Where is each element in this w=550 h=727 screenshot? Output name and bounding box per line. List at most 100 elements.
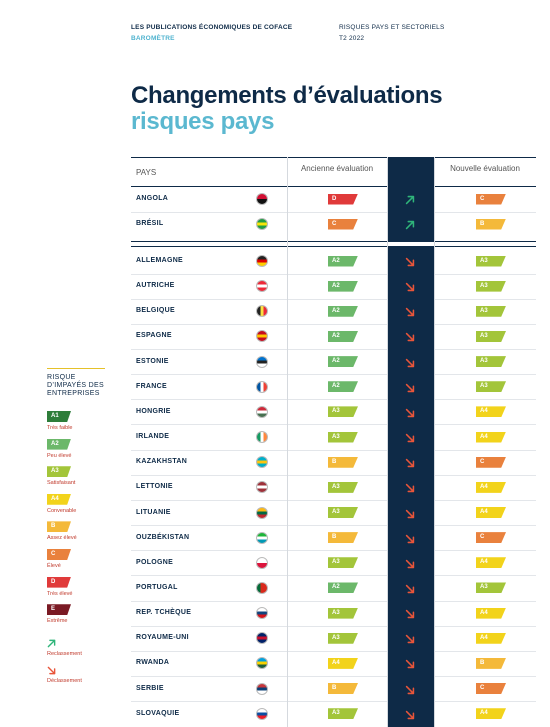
old-rating: A2 [328,255,358,267]
country: ESPAGNE [136,332,172,340]
row-rule [434,550,536,552]
new-rating: A3 [476,280,506,292]
old-rating: A2 [328,582,358,594]
arrow-icon [405,534,415,543]
downgrade-label: Déclassement [47,678,82,684]
downgrade-arrow [404,557,416,569]
arrow-icon [405,257,415,267]
upgrade-label: Reclassement [47,651,82,657]
new-rating: A4 [476,632,506,644]
row-rule [434,424,536,426]
old-rating: B [328,683,358,695]
old-rating: A3 [328,632,358,644]
row-rule [131,625,387,627]
row-rule [434,399,536,401]
country: LETTONIE [136,483,173,491]
flag [256,355,268,368]
old-rating: B [328,456,358,468]
new-rating: A3 [476,381,506,393]
old-rating: A3 [328,406,358,418]
legend-badge: B [47,521,71,533]
flag [256,632,268,645]
old-rating: A3 [328,431,358,443]
downgrade-arrow [404,532,416,544]
row-rule [131,323,387,325]
old-rating: A2 [328,305,358,317]
arrow-icon [405,609,415,619]
flag [256,456,268,469]
topic: RISQUES PAYS ET SECTORIELS [339,24,445,31]
row-rule [131,575,387,577]
arrow-icon [405,710,415,719]
new-rating: A4 [476,481,506,493]
flag [256,305,268,318]
new-rating: C [476,456,506,468]
arrow-icon [405,433,415,443]
row-rule [131,349,387,351]
legend-title: RISQUE D’IMPAYÉS DES ENTREPRISES [47,374,104,397]
old-rating: A2 [328,381,358,393]
downgrade-arrow [404,683,416,695]
flag [256,607,268,620]
legend-label: Assez élevé [47,535,77,542]
rule [131,246,536,247]
col-head: Nouvelle évaluation [450,164,520,173]
row-rule [434,298,536,300]
legend-badge: A2 [47,438,71,450]
row-rule [434,349,536,351]
new-rating: B [476,657,506,669]
row-rule [434,211,536,213]
row-rule [131,374,387,376]
upgrade-arrow [404,193,416,205]
arrow-icon [405,282,415,292]
new-rating: A4 [476,431,506,443]
old-rating: A2 [328,356,358,368]
old-rating: A2 [328,330,358,342]
row-rule [131,675,387,677]
arrow-icon [405,635,415,644]
flag [256,581,268,594]
country: HONGRIE [136,407,171,415]
country: IRLANDE [136,433,170,441]
downgrade-arrow [404,330,416,342]
title-line2: risques pays [131,108,275,135]
new-rating: A3 [476,255,506,267]
series: BAROMÈTRE [131,35,175,42]
legend: RISQUE D’IMPAYÉS DES ENTREPRISES A1 Très … [0,0,130,727]
col-rule [287,157,288,727]
arrow-icon [405,383,415,392]
legend-label: Élevé [47,563,61,569]
row-rule [434,675,536,677]
country: FRANCE [136,382,167,390]
old-rating: A3 [328,481,358,493]
flag [256,556,268,569]
row-rule [434,449,536,451]
flag [256,657,268,670]
legend-label: Peu élevé [47,452,72,459]
arrow-icon [405,358,415,367]
downgrade-arrow [404,255,416,267]
row-rule [434,701,536,703]
arrow-icon [405,408,415,418]
old-rating: A3 [328,507,358,518]
arrow-col [387,247,434,727]
new-rating: A3 [476,582,506,594]
title-line1: Changements d’évaluations [131,82,443,109]
row-rule [131,499,387,501]
row-rule [131,525,387,527]
rule [131,157,536,158]
downgrade-arrow [404,481,416,493]
legend-badge: C [47,549,71,560]
old-rating: C [328,218,358,230]
arrow-icon [47,666,56,675]
legend-label: Très élevé [47,590,73,597]
col-rule [387,157,388,727]
downgrade-arrow [404,582,416,594]
new-rating: A3 [476,356,506,368]
legend-label: Extrême [47,618,68,625]
flag [256,707,268,720]
downgrade-icon [46,663,57,675]
new-rating: A4 [476,406,506,418]
col-rule [434,157,435,727]
